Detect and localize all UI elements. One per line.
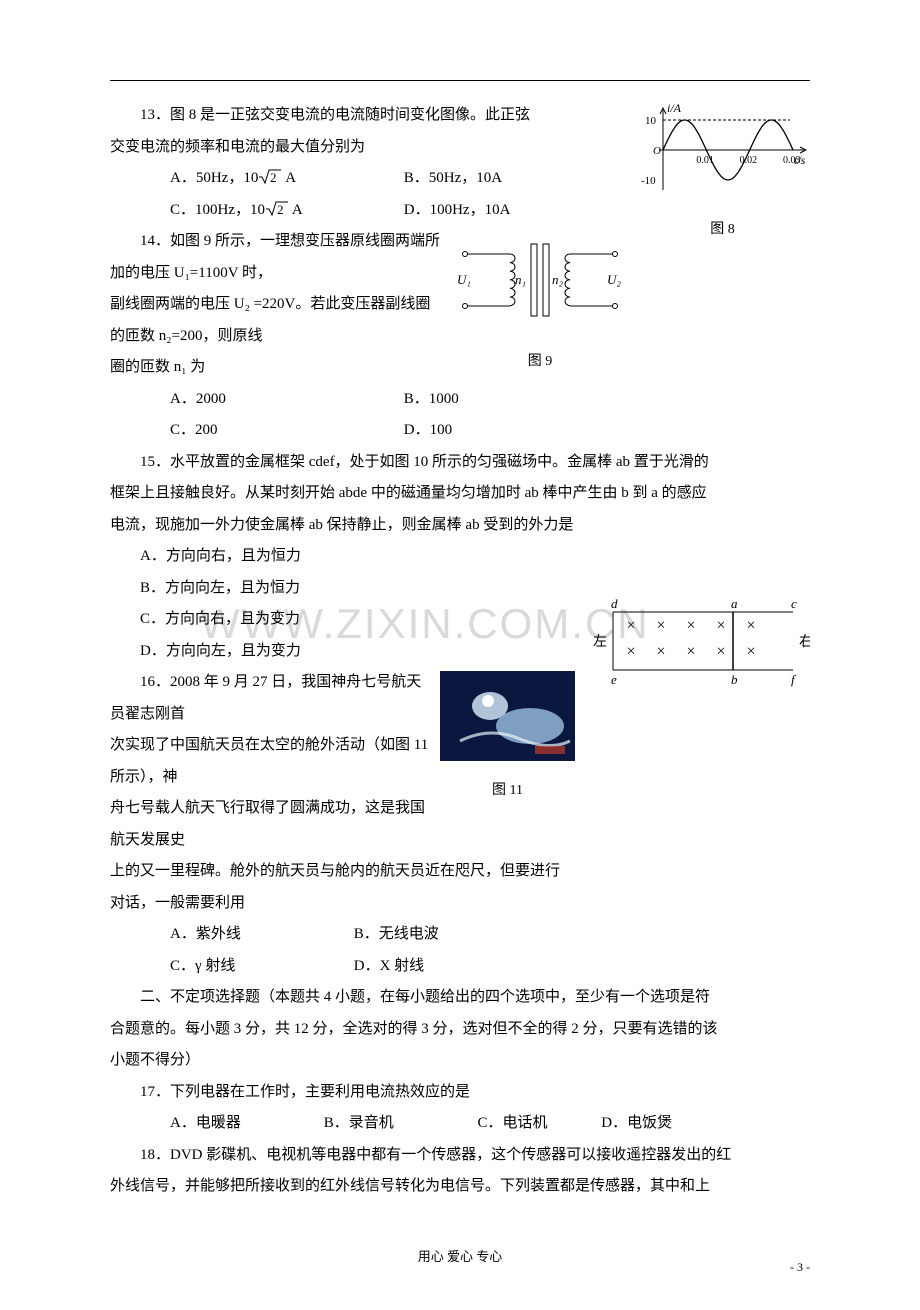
sqrt2-icon: 2 — [265, 200, 289, 217]
svg-text:左: 左 — [593, 634, 607, 650]
section2-line3: 小题不得分） — [110, 1045, 810, 1077]
svg-text:×: × — [626, 643, 635, 660]
svg-text:×: × — [626, 617, 635, 634]
svg-text:0.01: 0.01 — [696, 155, 714, 166]
q13-c-suf: A — [289, 202, 303, 218]
svg-text:10: 10 — [645, 115, 657, 127]
figure-8-caption: 图 8 — [635, 215, 810, 244]
q16-stem-5: 对话，一般需要利用 — [110, 888, 810, 920]
q13-opt-a: A．50Hz，10 2 A — [140, 163, 400, 195]
q17-opt-d: D．电饭煲 — [601, 1115, 672, 1131]
svg-text:2: 2 — [270, 170, 277, 185]
q17-opt-c: C．电话机 — [448, 1108, 598, 1140]
space-photo-icon — [440, 671, 575, 761]
figure-11: 图 11 — [440, 671, 575, 805]
svg-text:×: × — [656, 643, 665, 660]
svg-text:×: × — [716, 643, 725, 660]
figure-8: i/At/sO10-100.010.020.03 图 8 — [635, 100, 810, 244]
q14-opt-c: C．200 — [140, 415, 400, 447]
q13-opt-c: C．100Hz，10 2 A — [140, 195, 400, 227]
q15-stem-3: 电流，现施加一外力使金属棒 ab 保持静止，则金属棒 ab 受到的外力是 — [110, 510, 810, 542]
svg-text:×: × — [656, 617, 665, 634]
svg-text:U₁: U₁ — [457, 272, 471, 287]
q18-stem-1: 18．DVD 影碟机、电视机等电器中都有一个传感器，这个传感器可以接收遥控器发出… — [110, 1140, 810, 1172]
svg-text:n₂: n₂ — [552, 272, 564, 287]
q15-stem-2: 框架上且接触良好。从某时刻开始 abde 中的磁通量均匀增加时 ab 棒中产生由… — [110, 478, 810, 510]
svg-text:-10: -10 — [641, 175, 656, 187]
svg-text:e: e — [611, 672, 617, 687]
svg-text:O: O — [653, 145, 661, 157]
q18-stem-2: 外线信号，并能够把所接收到的红外线信号转化为电信号。下列装置都是传感器，其中和上 — [110, 1171, 810, 1203]
q17-opt-a: A．电暖器 — [140, 1108, 290, 1140]
q14-opt-d: D．100 — [404, 422, 452, 438]
q16-stem-4: 上的又一里程碑。舱外的航天员与舱内的航天员近在咫尺，但要进行 — [110, 856, 810, 888]
svg-text:d: d — [611, 596, 618, 611]
figure-11-caption: 图 11 — [440, 776, 575, 805]
svg-text:c: c — [791, 596, 797, 611]
svg-text:×: × — [746, 643, 755, 660]
figure-9-caption: 图 9 — [455, 347, 625, 376]
q14-opt-b: B．1000 — [404, 391, 459, 407]
svg-text:×: × — [686, 617, 695, 634]
q13-a-suf: A — [282, 170, 296, 186]
magnetic-field-diagram: × × × × × × × × × × d a c e b f 左 右 — [585, 594, 810, 689]
sqrt2-icon: 2 — [258, 168, 282, 185]
q13-opt-d: D．100Hz，10A — [404, 202, 511, 218]
svg-text:b: b — [731, 672, 738, 687]
q16-opt-b: B．无线电波 — [354, 926, 439, 942]
svg-text:U₂: U₂ — [607, 272, 621, 287]
figure-10: × × × × × × × × × × d a c e b f 左 右 — [585, 594, 810, 702]
q16-opt-c: C．γ 射线 — [140, 951, 350, 983]
svg-text:×: × — [746, 617, 755, 634]
svg-text:0.02: 0.02 — [740, 155, 758, 166]
q15-stem-1: 15．水平放置的金属框架 cdef，处于如图 10 所示的匀强磁场中。金属棒 a… — [110, 447, 810, 479]
svg-text:×: × — [716, 617, 725, 634]
q13-opt-b: B．50Hz，10A — [404, 170, 502, 186]
svg-text:a: a — [731, 596, 738, 611]
q16-opt-d: D．X 射线 — [354, 958, 424, 974]
svg-text:0.03: 0.03 — [783, 155, 801, 166]
svg-text:f: f — [791, 672, 797, 687]
svg-text:2: 2 — [277, 202, 284, 217]
svg-text:右: 右 — [799, 634, 810, 650]
q17-stem: 17．下列电器在工作时，主要利用电流热效应的是 — [110, 1077, 810, 1109]
svg-text:n₁: n₁ — [515, 272, 526, 287]
q13-c-pre: C．100Hz，10 — [170, 202, 265, 218]
section2-line2: 合题意的。每小题 3 分，共 12 分，全选对的得 3 分，选对但不全的得 2 … — [110, 1014, 810, 1046]
q16-opt-a: A．紫外线 — [140, 919, 350, 951]
sine-chart: i/At/sO10-100.010.020.03 — [635, 100, 810, 200]
figure-9: U₁ n₁ n₂ U₂ 图 9 — [455, 232, 625, 376]
svg-text:×: × — [686, 643, 695, 660]
svg-text:i/A: i/A — [667, 101, 682, 115]
section2-line1: 二、不定项选择题（本题共 4 小题，在每小题给出的四个选项中，至少有一个选项是符 — [110, 982, 810, 1014]
transformer-diagram: U₁ n₁ n₂ U₂ — [455, 232, 625, 332]
q15-opt-a: A．方向向右，且为恒力 — [110, 541, 810, 573]
q17-opt-b: B．录音机 — [294, 1108, 444, 1140]
footer-text: 用心 爱心 专心 — [110, 1243, 810, 1270]
q13-a-pre: A．50Hz，10 — [170, 170, 258, 186]
q14-opt-a: A．2000 — [140, 384, 400, 416]
